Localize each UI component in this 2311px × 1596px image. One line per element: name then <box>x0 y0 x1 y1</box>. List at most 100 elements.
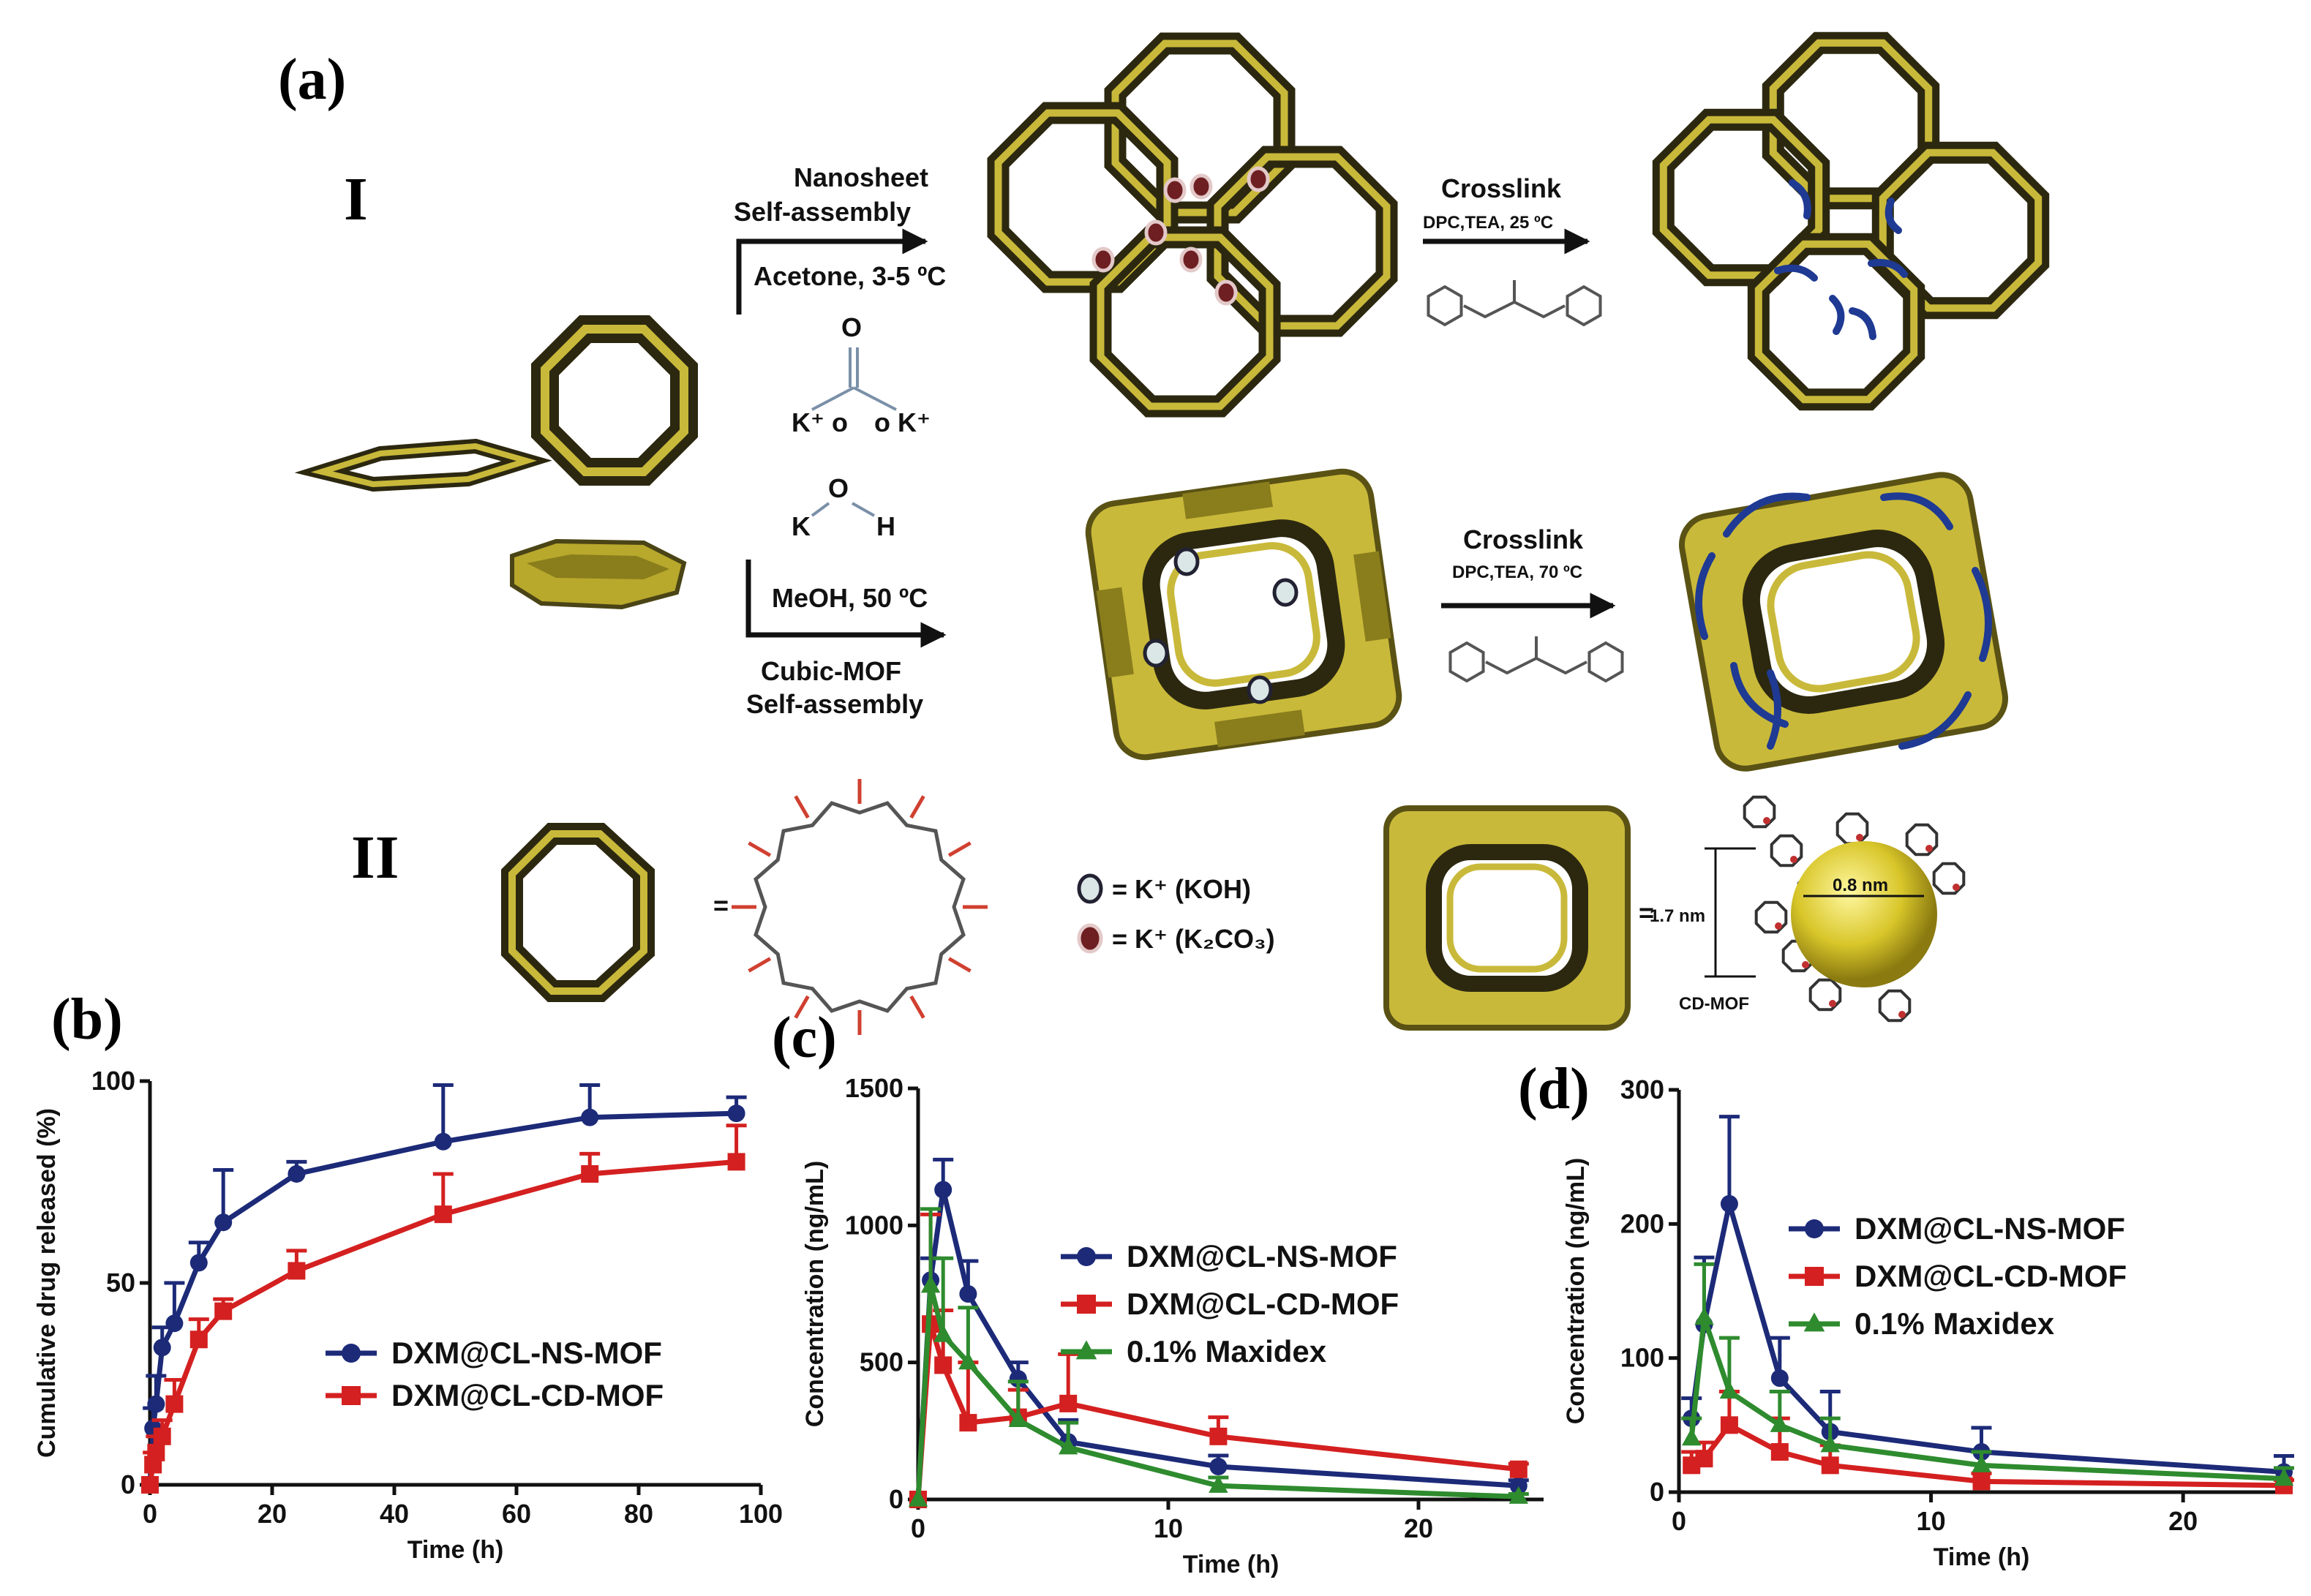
koh-k: K <box>792 511 811 541</box>
koh-bonds-icon <box>811 502 875 517</box>
x-tick-label: 20 <box>1404 1513 1433 1543</box>
y-axis-title: Concentration (ng/mL) <box>1562 1158 1590 1425</box>
data-point <box>1719 1381 1740 1399</box>
tilted-cyclodextrin-ring-icon <box>510 538 687 610</box>
data-point <box>342 1344 361 1363</box>
data-point <box>434 1132 452 1151</box>
crosslink2-conditions: DPC,TEA, 70 ºC <box>1452 562 1582 582</box>
data-point <box>1720 1194 1738 1213</box>
data-point <box>342 1386 361 1405</box>
data-point <box>908 1488 928 1507</box>
data-point <box>189 1330 208 1349</box>
panel-label-b: (b) <box>51 987 123 1052</box>
crosslinked-cubic-cd-mof-icon <box>1678 472 2009 772</box>
y-tick-label: 0 <box>889 1484 903 1514</box>
data-point <box>1008 1409 1028 1427</box>
data-point <box>959 1414 977 1432</box>
series-0.1% Maxidex <box>908 1207 1529 1507</box>
legend-koh: = K⁺ (KOH) <box>1112 874 1251 904</box>
data-point <box>1694 1307 1714 1325</box>
data-point <box>1077 1295 1096 1314</box>
y-tick-label: 200 <box>1620 1208 1664 1238</box>
row-label-II: II <box>351 824 399 892</box>
legend-label: DXM@CL-NS-MOF <box>1855 1211 2125 1246</box>
data-point <box>1805 1267 1824 1286</box>
legend-label: 0.1% Maxidex <box>1127 1334 1327 1369</box>
data-point <box>727 1153 745 1171</box>
row-label-I: I <box>344 165 368 233</box>
y-tick-label: 100 <box>1620 1343 1664 1373</box>
data-point <box>934 1181 952 1199</box>
route2-arrow <box>745 560 947 648</box>
gamma-cyclodextrin-molecule-icon <box>732 779 988 1035</box>
data-point <box>189 1254 208 1272</box>
koh-ion-icon <box>1077 873 1103 904</box>
route2-conditions: MeOH, 50 ºC <box>772 583 928 613</box>
y-tick-label: 0 <box>121 1469 135 1499</box>
upright-cyclodextrin-ring-icon <box>531 315 698 486</box>
y-tick-label: 100 <box>91 1066 135 1096</box>
crosslink1-title: Crosslink <box>1441 173 1562 203</box>
series-DXM@CL-NS-MOF <box>1681 1115 2294 1481</box>
data-point <box>1770 1414 1790 1432</box>
data-point <box>1803 1312 1825 1332</box>
data-point <box>581 1164 599 1183</box>
diphenyl-carbonate-structure-icon <box>1427 280 1602 327</box>
data-point <box>1805 1219 1824 1238</box>
panel-label-d: (d) <box>1518 1057 1590 1121</box>
data-point <box>165 1314 184 1333</box>
data-point <box>1720 1416 1738 1434</box>
data-point <box>1972 1472 1991 1491</box>
legend-label: 0.1% Maxidex <box>1855 1306 2055 1341</box>
pore-sphere-icon <box>1791 841 1937 987</box>
y-tick-label: 500 <box>860 1347 903 1377</box>
koh-ion-markers <box>1143 547 1299 704</box>
k2co3-k-left: K⁺ o <box>792 407 848 437</box>
crosslinked-nanosheet-mof-icon <box>1652 31 2050 411</box>
chart-b-release: 0 50 100 0 20 40 60 80 100 Time (h) Cumulative dru… <box>33 1066 783 1564</box>
data-point <box>1821 1456 1839 1475</box>
route1-label-line1: Nanosheet <box>794 162 928 192</box>
data-point <box>165 1395 184 1413</box>
legend-equals-2: = <box>1639 897 1654 927</box>
x-tick-label: 0 <box>911 1513 925 1543</box>
y-tick-label: 300 <box>1620 1074 1664 1104</box>
data-point <box>1059 1437 1078 1455</box>
data-point <box>1077 1247 1096 1266</box>
data-point <box>1820 1434 1840 1453</box>
x-tick-label: 20 <box>2168 1506 2198 1536</box>
data-point <box>2274 1468 2294 1486</box>
cubic-cd-mof-icon <box>1085 468 1402 761</box>
series-line <box>915 1189 1519 1500</box>
data-point <box>934 1356 952 1374</box>
k2co3-oxygen: O <box>841 312 862 342</box>
x-tick-label: 20 <box>258 1499 287 1529</box>
y-axis-title: Cumulative drug released (%) <box>33 1108 61 1458</box>
legend-label: DXM@CL-NS-MOF <box>391 1336 662 1370</box>
route1-conditions: Acetone, 3-5 ºC <box>754 261 946 291</box>
data-point <box>920 1275 941 1293</box>
data-point <box>1209 1427 1228 1445</box>
route2-label-line1: Cubic-MOF <box>761 656 901 686</box>
data-point <box>1695 1450 1713 1468</box>
data-point <box>1509 1460 1527 1478</box>
data-point <box>288 1262 306 1280</box>
diphenyl-carbonate-structure-icon <box>1448 636 1624 683</box>
x-tick-label: 100 <box>739 1499 783 1529</box>
x-tick-label: 10 <box>1917 1506 1946 1536</box>
cd-mof-label: CD-MOF <box>1679 994 1749 1014</box>
data-point <box>959 1285 977 1303</box>
y-tick-label: 0 <box>1650 1477 1664 1507</box>
cd-mof-structure-icon <box>1705 795 1972 1024</box>
series-line <box>915 1284 1519 1500</box>
x-tick-label: 0 <box>1672 1506 1686 1536</box>
legend-k2co3: = K⁺ (K₂CO₃) <box>1112 924 1275 954</box>
data-point <box>958 1352 978 1370</box>
legend-label: DXM@CL-NS-MOF <box>1127 1239 1397 1273</box>
series-DXM@CL-NS-MOF <box>141 1083 747 1494</box>
route1-label-line2: Self-assembly <box>734 197 911 227</box>
x-axis-title: Time (h) <box>1183 1551 1279 1578</box>
chart-d-concentration: 0 100 200 300 0 10 20 Time (h) Concentration (ng… <box>1562 1074 2294 1571</box>
legend-label: DXM@CL-CD-MOF <box>1855 1259 2127 1293</box>
